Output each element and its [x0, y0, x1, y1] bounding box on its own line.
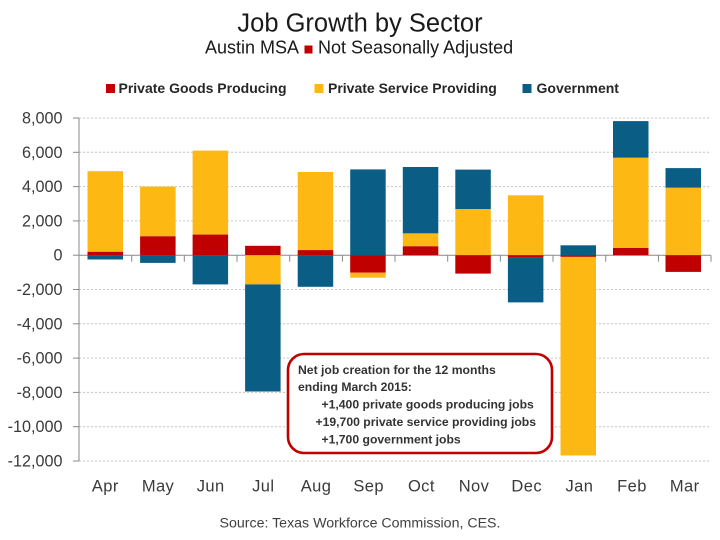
svg-text:Sep: Sep [353, 478, 384, 496]
svg-text:-4,000: -4,000 [17, 315, 63, 333]
svg-text:Job Growth by Sector: Job Growth by Sector [237, 10, 483, 38]
svg-text:6,000: 6,000 [22, 144, 63, 162]
svg-text:-10,000: -10,000 [8, 418, 63, 436]
svg-text:-2,000: -2,000 [17, 281, 63, 299]
svg-text:Private Service Providing: Private Service Providing [328, 80, 497, 96]
svg-text:Aug: Aug [301, 478, 332, 496]
svg-text:Government: Government [537, 80, 620, 96]
svg-text:-8,000: -8,000 [17, 384, 63, 402]
svg-text:Oct: Oct [408, 478, 435, 496]
svg-text:+1,700 government jobs: +1,700 government jobs [322, 433, 461, 447]
svg-text:Not Seasonally Adjusted: Not Seasonally Adjusted [318, 38, 513, 58]
svg-text:Dec: Dec [511, 478, 542, 496]
svg-text:+19,700 private service provid: +19,700 private service providing jobs [316, 415, 537, 429]
svg-text:May: May [142, 478, 175, 496]
svg-text:Apr: Apr [92, 478, 119, 496]
svg-text:Source: Texas Workforce Commis: Source: Texas Workforce Commission, CES. [220, 516, 501, 532]
svg-text:-6,000: -6,000 [17, 350, 63, 368]
svg-text:Austin MSA: Austin MSA [205, 38, 299, 58]
svg-text:Mar: Mar [670, 478, 700, 496]
svg-text:2,000: 2,000 [22, 212, 63, 230]
svg-text:4,000: 4,000 [22, 178, 63, 196]
svg-text:ending March 2015:: ending March 2015: [298, 380, 412, 394]
svg-text:Jan: Jan [565, 478, 593, 496]
svg-text:Jul: Jul [252, 478, 274, 496]
svg-text:Net job creation for the 12 mo: Net job creation for the 12 months [298, 363, 496, 377]
svg-text:Feb: Feb [617, 478, 647, 496]
svg-text:Jun: Jun [197, 478, 225, 496]
svg-text:8,000: 8,000 [22, 110, 63, 128]
svg-text:Nov: Nov [459, 478, 490, 496]
svg-text:-12,000: -12,000 [8, 453, 63, 471]
svg-text:Private Goods Producing: Private Goods Producing [119, 80, 287, 96]
svg-text:0: 0 [53, 247, 62, 265]
svg-text:+1,400 private goods producing: +1,400 private goods producing jobs [322, 398, 535, 412]
